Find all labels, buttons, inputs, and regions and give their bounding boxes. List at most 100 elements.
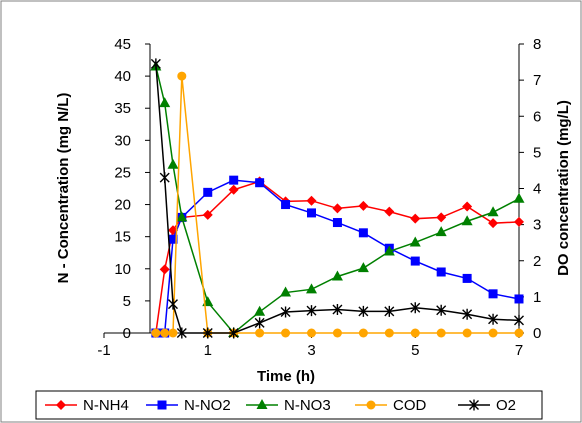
y2-tick-label: 4 xyxy=(533,181,541,198)
series-o2-point xyxy=(167,298,178,310)
legend-swatch-point xyxy=(469,399,479,411)
series-n-nh4-point xyxy=(410,213,421,224)
series-n-no3-point xyxy=(383,245,395,256)
series-o2-point xyxy=(462,308,473,320)
y-tick-label: 25 xyxy=(114,164,131,181)
legend: N-NH4 N-NO2 N-NO3 COD O2 xyxy=(35,390,543,420)
series-o2 xyxy=(150,58,524,339)
series-n-nh4-point xyxy=(202,209,213,220)
legend-label: COD xyxy=(393,397,427,414)
series-cod-point xyxy=(462,328,472,338)
x-tick-label: 1 xyxy=(204,342,212,359)
y-axis-title: N - Concentration (mg N/L) xyxy=(55,93,72,284)
series-n-nh4-point xyxy=(228,184,239,195)
series-n-nh4-point xyxy=(358,200,369,211)
legend-label: N-NO2 xyxy=(184,397,231,414)
legend-label: N-NH4 xyxy=(83,397,129,414)
series-n-no2-point xyxy=(332,218,342,228)
series-o2-point xyxy=(159,172,170,184)
legend-item-n-no2: N-NO2 xyxy=(146,397,231,414)
legend-item-o2: O2 xyxy=(458,397,516,414)
y-tick-label: 15 xyxy=(114,229,131,246)
y2-tick-label: 1 xyxy=(533,289,541,306)
series-cod-point xyxy=(160,328,170,338)
x-axis-title: Time (h) xyxy=(257,368,315,385)
series-n-no2-point xyxy=(514,294,524,304)
y2-tick-label: 0 xyxy=(533,325,541,342)
series-n-no3-point xyxy=(513,192,525,203)
series-n-nh4-point xyxy=(384,206,395,217)
series-n-no2-point xyxy=(168,234,178,244)
series-n-no2-point xyxy=(203,187,213,197)
legend-item-n-no3: N-NO3 xyxy=(246,397,331,414)
y-tick-label: 35 xyxy=(114,100,131,117)
series-cod xyxy=(151,71,524,338)
y-tick-label: 10 xyxy=(114,261,131,278)
series-o2-point xyxy=(176,327,187,339)
series-cod-point xyxy=(177,71,187,81)
y2-tick-label: 3 xyxy=(533,217,541,234)
series-cod-point xyxy=(281,328,291,338)
series-n-nh4-point xyxy=(332,203,343,214)
series-cod-point xyxy=(514,328,524,338)
legend-item-cod: COD xyxy=(355,397,427,414)
series-o2-point xyxy=(384,305,395,317)
series-n-no3-point xyxy=(167,158,179,169)
series-n-no3-point xyxy=(461,215,473,226)
y2-tick-label: 7 xyxy=(533,72,541,89)
series-o2-point xyxy=(254,317,265,329)
series-n-no3-point xyxy=(159,97,171,108)
series-cod-point xyxy=(410,328,420,338)
series-n-no3-point xyxy=(176,211,188,222)
series-n-no3-point xyxy=(280,286,292,297)
series-n-no2-point xyxy=(488,289,498,299)
legend-label: O2 xyxy=(496,397,516,414)
x-tick-label: 5 xyxy=(411,342,419,359)
series-cod-point xyxy=(168,328,178,338)
series-o2-point xyxy=(410,302,421,314)
legend-swatch-point xyxy=(256,399,268,409)
legend-swatch-point xyxy=(366,400,376,410)
y2-tick-label: 5 xyxy=(533,144,541,161)
y2-axis-title: DO concentration (mg/L) xyxy=(555,100,572,276)
series-n-no2-point xyxy=(307,208,316,218)
series-o2-point xyxy=(150,58,161,70)
x-tick-label: 3 xyxy=(307,342,315,359)
y-tick-label: 20 xyxy=(114,197,131,214)
legend-box xyxy=(35,390,543,420)
series-n-nh4-point xyxy=(306,195,317,206)
series-cod-point xyxy=(384,328,394,338)
series-n-no2-point xyxy=(229,175,239,185)
series-n-no3-point xyxy=(357,262,369,273)
series-n-no2-point xyxy=(281,200,291,210)
y2-tick-label: 6 xyxy=(533,108,541,125)
series-n-nh4-point xyxy=(436,212,447,223)
series-n-no3-point xyxy=(487,206,499,217)
y2-tick-label: 2 xyxy=(533,253,541,270)
series-n-no3-point xyxy=(306,283,317,294)
series-n-no2-point xyxy=(462,273,472,283)
x-tick-label: 7 xyxy=(515,342,523,359)
legend-label: N-NO3 xyxy=(284,397,331,414)
x-tick-label: -1 xyxy=(97,342,110,359)
y2-tick-label: 8 xyxy=(533,36,541,53)
series-o2-point xyxy=(514,314,524,326)
series-n-no3-point xyxy=(435,226,447,237)
series-n-no3-point xyxy=(254,305,266,316)
series-n-no3-point xyxy=(331,270,343,281)
series-n-nh4-point xyxy=(159,264,170,275)
series-n-no2-point xyxy=(358,228,368,238)
y-tick-label: 40 xyxy=(114,68,131,85)
series-cod-point xyxy=(488,328,498,338)
series-n-no2-point xyxy=(436,267,446,277)
legend-swatch-point xyxy=(56,400,66,410)
series-cod-point xyxy=(332,328,342,338)
series-cod-point xyxy=(151,328,161,338)
series-o2-point xyxy=(332,304,343,316)
series-cod-point xyxy=(358,328,368,338)
series-o2-point xyxy=(306,305,317,317)
series-o2-point xyxy=(358,305,369,317)
